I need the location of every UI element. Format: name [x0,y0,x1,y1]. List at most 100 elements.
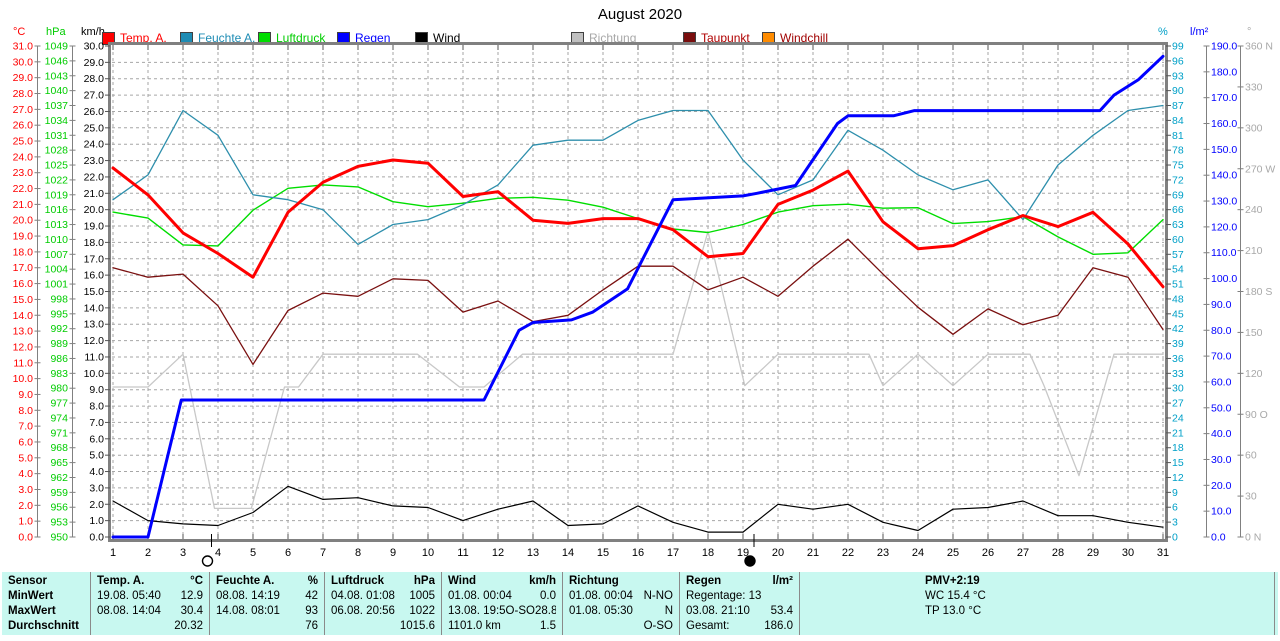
axis-tick-label-pressure: 962 [50,472,68,484]
cell-left: 01.08. 05:30 [569,605,633,617]
x-axis-day-label: 13 [527,547,539,559]
axis-tick-label-temp: 7.0 [18,421,33,433]
axis-tick-label-wind: 7.0 [89,417,104,429]
legend-item-taupunkt: Taupunkt [683,31,750,45]
axis-tick-label-wind: 0.0 [89,532,104,544]
cell-value: 1022 [409,605,435,617]
axis-tick-label-humidity: 51 [1172,279,1184,291]
axis-tick-label-pressure: 1028 [45,145,69,157]
axis-tick-label-pressure: 1013 [45,219,69,231]
axis-tick-label-temp: 17.0 [13,262,34,274]
axis-tick-label-rain: 90.0 [1211,299,1232,311]
axis-tick-label-rain: 190.0 [1211,41,1237,53]
legend-label: Wind [433,31,461,45]
x-axis-day-label: 25 [947,547,959,559]
page-title: August 2020 [597,6,683,23]
axis-tick-label-humidity: 90 [1172,85,1184,97]
axis-tick-label-wind: 30.0 [84,41,105,53]
axis-tick-label-temp: 4.0 [18,468,33,480]
x-axis-day-label: 9 [390,547,396,559]
axis-tick-label-rain: 80.0 [1211,325,1232,337]
axis-tick-label-direction: 90 O [1245,409,1268,421]
cell-left: 1101.0 km [448,620,501,632]
table-section-regen: Regen l/m² Regentage: 13 03.08. 21:10 53.4 Ge… [679,572,799,635]
x-axis-day-label: 24 [912,547,924,559]
axis-tick-label-temp: 26.0 [13,120,34,132]
axis-tick-label-wind: 27.0 [84,90,105,102]
axis-tick-label-temp: 12.0 [13,341,34,353]
x-axis-day-label: 26 [982,547,994,559]
axis-tick-label-wind: 25.0 [84,122,105,134]
x-axis-day-label: 1 [110,547,116,559]
x-axis-day-label: 23 [877,547,889,559]
cell-value: N [664,605,673,617]
axis-tick-label-rain: 50.0 [1211,402,1232,414]
cell-value: °C [190,575,203,587]
unit-label-celsius: °C [13,26,26,38]
pmv-line: WC 15.4 °C [925,590,986,602]
cell-value: 42 [305,590,318,602]
full-moon-open-icon [201,555,214,567]
axis-tick-label-humidity: 60 [1172,234,1184,246]
axis-tick-label-humidity: 66 [1172,204,1184,216]
axis-tick-label-rain: 160.0 [1211,118,1237,130]
x-axis-day-label: 11 [457,547,468,559]
axis-tick-label-rain: 10.0 [1211,506,1232,518]
axis-tick-label-pressure: 989 [50,338,68,350]
axis-tick-label-wind: 17.0 [84,253,105,265]
axis-tick-label-pressure: 977 [50,398,68,410]
cell-left: Regen [686,575,722,587]
axis-tick-label-rain: 0.0 [1211,532,1226,544]
axis-tick-label-direction: 30 [1245,491,1257,503]
weather-chart-svg: 1 2 3 4 5 6 7 8 9 10 11 12 13 14 15 16 17 18 19 20 21 22 23 24 2… [13,41,1275,567]
axis-tick-label-temp: 19.0 [13,231,34,243]
axis-tick-label-humidity: 54 [1172,264,1184,276]
axis-tick-label-pressure: 980 [50,383,68,395]
axis-tick-label-pressure: 974 [50,412,68,424]
axis-tick-label-humidity: 9 [1172,487,1178,499]
axis-tick-label-wind: 3.0 [89,482,104,494]
axis-tick-label-direction: 330 [1245,81,1263,93]
axis-tick-label-temp: 25.0 [13,136,34,148]
x-axis-day-label: 28 [1052,547,1064,559]
axis-tick-label-wind: 20.0 [84,204,105,216]
x-axis-day-label: 22 [842,547,854,559]
legend-label: Luftdruck [276,31,326,45]
pmv-line: TP 13.0 °C [925,605,982,617]
x-axis-day-label: 2 [145,547,151,559]
axis-tick-label-humidity: 42 [1172,323,1184,335]
axis-tick-label-humidity: 27 [1172,398,1184,410]
row-label: Sensor [8,575,47,587]
axis-rain: 190.0 180.0 170.0 160.0 150.0 140.0 130.0 120.0… [1203,41,1237,544]
axis-tick-label-wind: 24.0 [84,139,105,151]
unit-label-lm2: l/m² [1190,26,1209,38]
axis-tick-label-wind: 23.0 [84,155,105,167]
axis-tick-label-humidity: 84 [1172,115,1184,127]
series-temp-line [111,158,1165,289]
axis-tick-label-humidity: 33 [1172,368,1184,380]
axis-tick-label-temp: 24.0 [13,151,34,163]
pmv-title: PMV+2:19 [925,575,980,587]
cell-left: 03.08. 21:10 [686,605,750,617]
axis-tick-label-humidity: 57 [1172,249,1184,261]
axis-tick-label-pressure: 1043 [45,70,69,82]
axis-tick-label-humidity: 78 [1172,145,1184,157]
cell-left: 01.08. 00:04 [569,590,633,602]
axis-tick-label-pressure: 995 [50,308,68,320]
axis-tick-label-temp: 10.0 [13,373,34,385]
cell-value: 30.4 [180,605,203,617]
row-label: MinWert [8,590,54,602]
axis-tick-label-temp: 3.0 [18,484,33,496]
axis-tick-label-wind: 26.0 [84,106,105,118]
axis-tick-label-pressure: 1040 [45,85,69,97]
axis-tick-label-pressure: 1010 [45,234,69,246]
axis-tick-label-temp: 13.0 [13,326,34,338]
cell-left: Temp. A. [97,575,145,587]
axis-tick-label-humidity: 12 [1172,472,1184,484]
axis-tick-label-pressure: 1025 [45,160,69,172]
axis-tick-label-temp: 1.0 [18,516,33,528]
x-axis-day-label: 19 [737,547,749,559]
stats-table: Sensor MinWert MaxWert Durchschnitt Temp. A.… [2,572,1278,635]
x-axis-day-label: 18 [702,547,714,559]
cell-value: 1005 [409,590,435,602]
